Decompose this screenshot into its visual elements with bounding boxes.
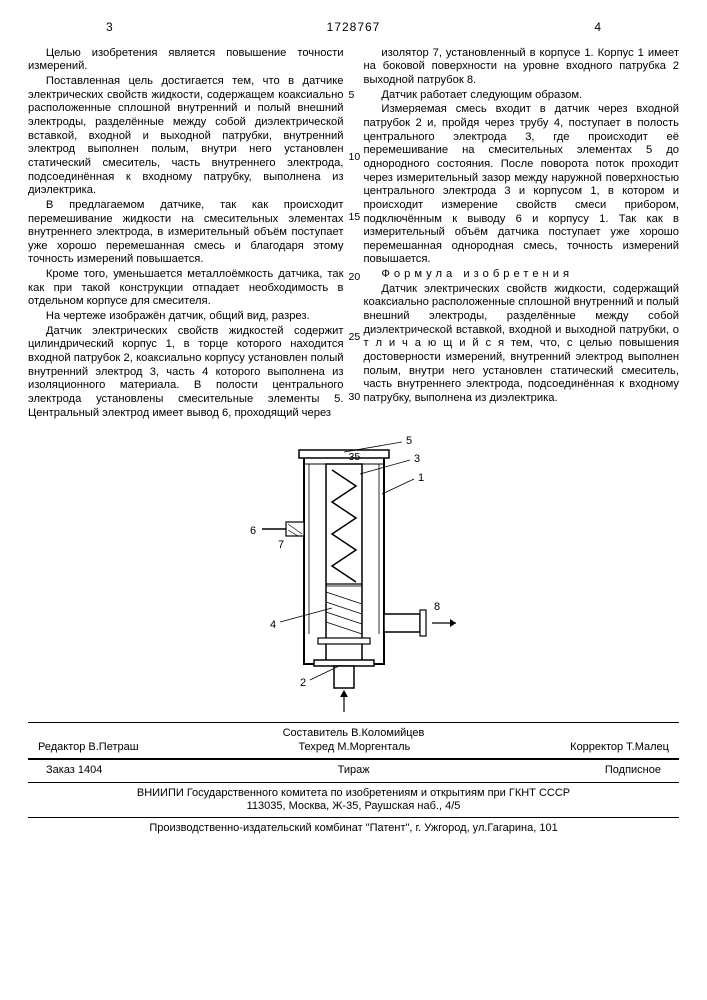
paragraph: Датчик работает следующим образом. [364, 89, 680, 103]
formula-heading: Формула изобретения [364, 268, 680, 282]
footer-subscribe: Подписное [605, 764, 661, 777]
footer-credits: Составитель В.Коломийцев Редактор В.Петр… [28, 722, 679, 759]
line-marker: 25 [349, 331, 361, 344]
paragraph: Датчик электрических свойств жидкости, с… [364, 283, 680, 406]
page-num-right: 4 [594, 20, 601, 35]
patent-number: 1728767 [327, 20, 381, 35]
line-marker: 20 [349, 271, 361, 284]
footer-author: Составитель В.Коломийцев [28, 727, 679, 740]
paragraph: Целью изобретения является повышение точ… [28, 47, 344, 74]
figure-label-3: 3 [414, 453, 420, 465]
paragraph: Измеряемая смесь входит в датчик через в… [364, 103, 680, 267]
footer-vniipi: ВНИИПИ Государственного комитета по изоб… [28, 783, 679, 818]
line-marker: 10 [349, 151, 361, 164]
figure-label-8: 8 [434, 601, 440, 613]
line-marker: 30 [349, 391, 361, 404]
footer-tirage: Тираж [338, 764, 370, 777]
footer-production: Производственно-издательский комбинат "П… [28, 817, 679, 839]
page-header: 3 1728767 4 [28, 20, 679, 35]
footer-order: Заказ 1404 Тираж Подписное [28, 759, 679, 782]
sensor-diagram: 5 3 1 6 7 4 2 8 [214, 434, 494, 714]
paragraph: изолятор 7, установленный в корпусе 1. К… [364, 47, 680, 88]
paragraph: На чертеже изображён датчик, общий вид, … [28, 310, 344, 324]
paragraph: В предлагаемом датчике, так как происход… [28, 199, 344, 267]
page-num-left: 3 [106, 20, 113, 35]
footer-vniipi-line2: 113035, Москва, Ж-35, Раушская наб., 4/5 [28, 800, 679, 813]
figure-label-5: 5 [406, 435, 412, 447]
figure-label-6: 6 [250, 525, 256, 537]
text-columns: 5 10 15 20 25 30 35 Целью изобретения яв… [28, 47, 679, 421]
footer-corrector: Корректор Т.Малец [570, 741, 669, 754]
figure-label-2: 2 [300, 677, 306, 689]
line-marker: 5 [349, 89, 355, 102]
footer-tehred: Техред М.Моргенталь [298, 741, 410, 754]
figure-label-4: 4 [270, 619, 276, 631]
footer-editor: Редактор В.Петраш [38, 741, 139, 754]
figure-label-1: 1 [418, 472, 424, 484]
figure: 5 3 1 6 7 4 2 8 [28, 434, 679, 714]
figure-label-7: 7 [278, 539, 284, 551]
paragraph: Датчик электрических свойств жидкостей с… [28, 325, 344, 421]
paragraph: Поставленная цель достигается тем, что в… [28, 75, 344, 198]
footer-vniipi-line1: ВНИИПИ Государственного комитета по изоб… [28, 787, 679, 800]
paragraph: Кроме того, уменьшается металлоёмкость д… [28, 268, 344, 309]
footer-order-num: Заказ 1404 [46, 764, 102, 777]
line-marker: 15 [349, 211, 361, 224]
